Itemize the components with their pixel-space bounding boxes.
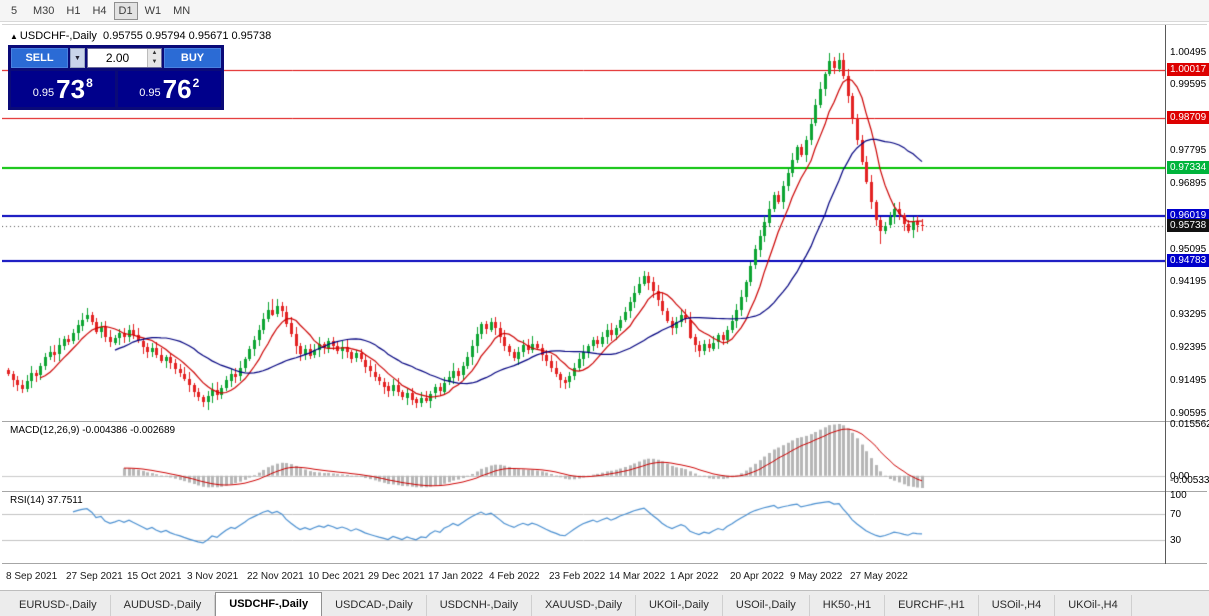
price-axis[interactable]: 1.00495 0.99595 0.97795 0.96895 0.95095 0.941… <box>1166 25 1209 591</box>
date-label: 27 May 2022 <box>850 571 908 582</box>
chart-tab[interactable]: EURCHF-,H1 <box>885 595 979 616</box>
chart-tab[interactable]: UKOil-,H4 <box>1055 595 1132 616</box>
chart-tabs-bar: EURUSD-,Daily AUDUSD-,Daily USDCHF-,Daily U… <box>0 590 1209 616</box>
price-axis-label: 0.92395 <box>1170 342 1207 353</box>
timeframe-button-w1[interactable]: W1 <box>140 2 167 20</box>
bid-price[interactable]: 0.95 73 8 <box>11 71 115 107</box>
date-label: 20 Apr 2022 <box>730 571 784 582</box>
date-label: 15 Oct 2021 <box>127 571 182 582</box>
spin-up-icon[interactable]: ▲ <box>148 49 161 58</box>
macd-indicator-label: MACD(12,26,9) -0.004386 -0.002689 <box>10 425 176 436</box>
price-axis-label: 0.91495 <box>1170 375 1207 386</box>
chart-symbol-label: USDCHF-,Daily <box>19 30 97 42</box>
chart-tab[interactable]: EURUSD-,Daily <box>6 595 111 616</box>
rsi-axis-label: 100 <box>1170 490 1187 501</box>
date-label: 14 Mar 2022 <box>609 571 666 582</box>
price-axis-label: 0.96895 <box>1170 178 1207 189</box>
bid-small: 0.95 <box>32 87 55 99</box>
price-axis-badge: 0.94783 <box>1167 254 1209 267</box>
bid-big: 73 <box>56 74 86 104</box>
volume-spin: ▲ ▼ <box>147 49 161 67</box>
date-label: 22 Nov 2021 <box>247 571 304 582</box>
rsi-axis-label: 70 <box>1170 509 1182 520</box>
price-axis-separator <box>1165 25 1166 564</box>
price-axis-label: 0.94195 <box>1170 276 1207 287</box>
date-label: 8 Sep 2021 <box>6 571 58 582</box>
price-axis-badge: 0.96019 <box>1167 209 1209 222</box>
date-label: 3 Nov 2021 <box>187 571 239 582</box>
date-label: 1 Apr 2022 <box>670 571 719 582</box>
chart-tab[interactable]: USDCAD-,Daily <box>322 595 427 616</box>
date-label: 9 May 2022 <box>790 571 843 582</box>
chart-marker-icon: ▲ <box>10 32 18 41</box>
price-axis-label: 0.93295 <box>1170 309 1207 320</box>
chart-tab[interactable]: USDCHF-,Daily <box>215 592 323 616</box>
chart-tab[interactable]: USOil-,H4 <box>979 595 1056 616</box>
date-label: 4 Feb 2022 <box>489 571 540 582</box>
macd-axis-label: -0.005335 <box>1170 475 1209 486</box>
price-axis-label: 0.95095 <box>1170 244 1207 255</box>
date-label: 29 Dec 2021 <box>368 571 425 582</box>
panel-divider[interactable] <box>2 563 1207 564</box>
chart-tab[interactable]: HK50-,H1 <box>810 595 886 616</box>
panel-divider[interactable] <box>2 491 1207 492</box>
timeframe-button-h4[interactable]: H4 <box>87 2 111 20</box>
price-axis-badge: 1.00017 <box>1167 63 1209 76</box>
ask-small: 0.95 <box>139 87 161 99</box>
one-click-trading-panel: SELL ▼ 2.00 ▲ ▼ BUY 0.95 73 8 0.95 76 2 <box>8 45 224 110</box>
rsi-axis-label: 30 <box>1170 535 1182 546</box>
sell-button[interactable]: SELL <box>11 48 68 68</box>
chart-tab[interactable]: UKOil-,Daily <box>636 595 723 616</box>
timeframe-button-5[interactable]: 5 <box>2 2 26 20</box>
timeframe-button-mn[interactable]: MN <box>168 2 195 20</box>
rsi-indicator-label: RSI(14) 37.7511 <box>10 495 83 506</box>
volume-stepper[interactable]: 2.00 ▲ ▼ <box>87 48 162 68</box>
price-axis-badge: 0.95738 <box>1167 219 1209 232</box>
timeframe-button-d1[interactable]: D1 <box>113 1 138 20</box>
chart-tab[interactable]: USOil-,Daily <box>723 595 810 616</box>
date-label: 17 Jan 2022 <box>428 571 484 582</box>
date-axis[interactable]: 8 Sep 2021 27 Sep 2021 15 Oct 2021 3 Nov 20… <box>2 564 1165 591</box>
price-axis-badge: 0.98709 <box>1167 111 1209 124</box>
date-label: 27 Sep 2021 <box>66 571 123 582</box>
buy-button[interactable]: BUY <box>164 48 221 68</box>
chart-ohlc-values: 0.95755 0.95794 0.95671 0.95738 <box>103 30 272 42</box>
price-axis-label: 1.00495 <box>1170 47 1207 58</box>
volume-value[interactable]: 2.00 <box>105 51 130 65</box>
price-axis-label: 0.97795 <box>1170 145 1207 156</box>
ask-price[interactable]: 0.95 76 2 <box>117 71 221 107</box>
price-axis-label: 0.99595 <box>1170 79 1207 90</box>
macd-axis-label: 0.015562 <box>1170 419 1209 430</box>
volume-dropdown-button[interactable]: ▼ <box>70 48 85 68</box>
date-label: 23 Feb 2022 <box>549 571 606 582</box>
bid-sup: 8 <box>86 76 93 90</box>
ask-big: 76 <box>162 74 192 104</box>
date-label: 10 Dec 2021 <box>308 571 365 582</box>
chart-window: ▲ USDCHF-,Daily 0.95755 0.95794 0.95671 0… <box>2 24 1209 591</box>
timeframe-button-h1[interactable]: H1 <box>61 2 85 20</box>
ask-sup: 2 <box>192 76 200 90</box>
chart-tab[interactable]: XAUUSD-,Daily <box>532 595 636 616</box>
macd-axis-label: 0.00 <box>1170 471 1190 482</box>
chart-tab[interactable]: AUDUSD-,Daily <box>111 595 216 616</box>
chart-tab[interactable]: USDCNH-,Daily <box>427 595 532 616</box>
spin-down-icon[interactable]: ▼ <box>148 58 161 67</box>
chevron-down-icon: ▼ <box>74 54 81 62</box>
chart-canvas[interactable] <box>2 25 1165 591</box>
timeframe-button-m30[interactable]: M30 <box>28 2 59 20</box>
panel-divider[interactable] <box>2 421 1207 422</box>
chart-title: ▲ USDCHF-,Daily 0.95755 0.95794 0.95671 0… <box>10 30 271 42</box>
timeframe-toolbar: 5 M30 H1 H4 D1 W1 MN <box>0 0 1209 22</box>
price-axis-label: 0.90595 <box>1170 408 1207 419</box>
price-axis-badge: 0.97334 <box>1167 161 1209 174</box>
